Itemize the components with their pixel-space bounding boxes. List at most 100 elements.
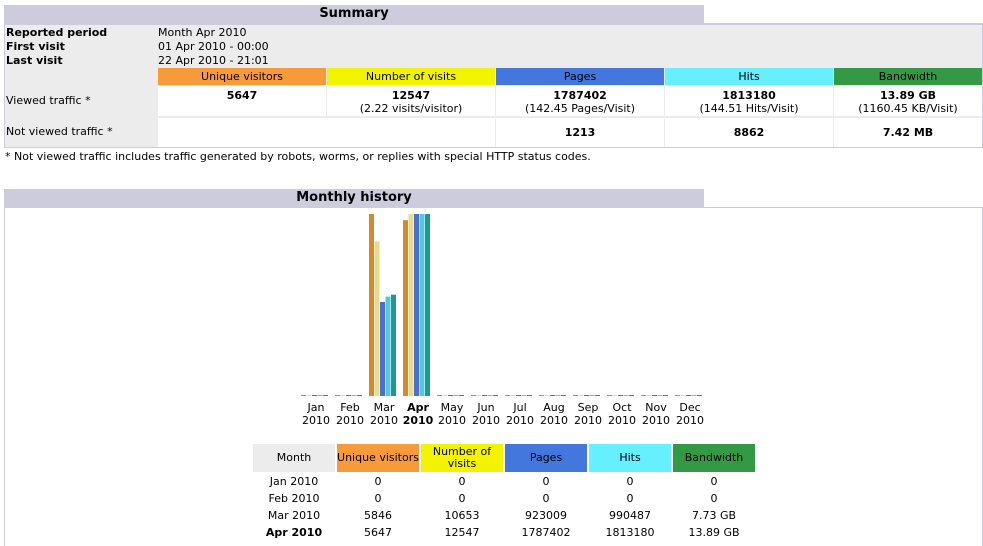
- table-cell-uv: 5647: [364, 526, 392, 539]
- summary-title: Summary: [4, 5, 704, 23]
- month-name: Sep: [577, 401, 599, 414]
- month-label: Feb 2010: [333, 401, 367, 427]
- month-year: 2010: [336, 414, 364, 427]
- month-year: 2010: [540, 414, 568, 427]
- month-label: Dec 2010: [673, 401, 707, 427]
- header-unique-visitors: Unique visitors: [158, 68, 326, 85]
- table-cell-bw: 13.89 GB: [688, 526, 740, 539]
- month-label: Apr 2010: [401, 401, 435, 427]
- month-year: 2010: [370, 414, 398, 427]
- month-name: Jul: [513, 401, 527, 414]
- table-cell-bw: 0: [710, 475, 718, 488]
- table-cell-visits: 10653: [444, 509, 480, 522]
- month-label: Jan 2010: [299, 401, 333, 427]
- viewed-pages-sub: (142.45 Pages/Visit): [524, 102, 636, 115]
- table-cell-hits: 1813180: [605, 526, 655, 539]
- reported-period-value: Month Apr 2010: [158, 26, 247, 39]
- viewed-hits-sub: (144.51 Hits/Visit): [699, 102, 799, 115]
- month-name: Feb: [340, 401, 360, 414]
- table-cell-hits: 0: [626, 475, 634, 488]
- month-label: Jul 2010: [503, 401, 537, 427]
- last-visit-label: Last visit: [6, 54, 63, 67]
- month-year: 2010: [302, 414, 330, 427]
- not-viewed-hits: 8862: [733, 126, 765, 139]
- not-viewed-footnote: * Not viewed traffic includes traffic ge…: [5, 150, 591, 163]
- header-bandwidth: Bandwidth: [834, 68, 982, 85]
- table-cell-visits: 12547: [444, 526, 480, 539]
- month-label: May 2010: [435, 401, 469, 427]
- not-viewed-bandwidth: 7.42 MB: [882, 126, 934, 139]
- table-cell-month: Feb 2010: [268, 492, 320, 505]
- table-cell-visits: 0: [458, 475, 466, 488]
- month-year: 2010: [506, 414, 534, 427]
- table-cell-pages: 0: [542, 492, 550, 505]
- table-header-pages: Pages: [505, 444, 587, 472]
- month-label: Aug 2010: [537, 401, 571, 427]
- monthly-history-rule: [4, 207, 983, 208]
- first-visit-value: 01 Apr 2010 - 00:00: [158, 40, 269, 53]
- viewed-bandwidth: 13.89 GB: [879, 89, 937, 102]
- viewed-bandwidth-cell: 13.89 GB (1160.45 KB/Visit): [834, 86, 982, 116]
- table-header-month: Month: [253, 444, 335, 472]
- table-cell-month: Mar 2010: [267, 509, 321, 522]
- table-cell-month: Jan 2010: [269, 475, 319, 488]
- table-header-unique-visitors: Unique visitors: [337, 444, 419, 472]
- month-name: Apr: [407, 401, 429, 414]
- month-name: May: [440, 401, 464, 414]
- viewed-pages: 1787402: [553, 89, 607, 102]
- not-viewed-pages-cell: 1213: [496, 118, 664, 147]
- month-name: Dec: [679, 401, 701, 414]
- month-name: Nov: [645, 401, 667, 414]
- reported-period-label: Reported period: [6, 26, 108, 39]
- table-cell-hits: 990487: [609, 509, 651, 522]
- table-cell-bw: 7.73 GB: [691, 509, 737, 522]
- month-name: Aug: [543, 401, 565, 414]
- table-cell-month: Apr 2010: [265, 526, 323, 539]
- month-name: Jun: [477, 401, 495, 414]
- viewed-unique-visitors-cell: 5647: [158, 86, 326, 116]
- table-cell-uv: 5846: [364, 509, 392, 522]
- viewed-hits: 1813180: [722, 89, 776, 102]
- header-hits: Hits: [665, 68, 833, 85]
- month-year: 2010: [438, 414, 466, 427]
- not-viewed-traffic-label: Not viewed traffic *: [6, 125, 113, 138]
- month-label: Sep 2010: [571, 401, 605, 427]
- viewed-visits-cell: 12547 (2.22 visits/visitor): [327, 86, 495, 116]
- not-viewed-pages: 1213: [564, 126, 596, 139]
- viewed-visits-sub: (2.22 visits/visitor): [359, 102, 463, 115]
- viewed-hits-cell: 1813180 (144.51 Hits/Visit): [665, 86, 833, 116]
- month-year: 2010: [608, 414, 636, 427]
- first-visit-label: First visit: [6, 40, 65, 53]
- month-label: Jun 2010: [469, 401, 503, 427]
- viewed-traffic-label: Viewed traffic *: [6, 94, 91, 107]
- month-year: 2010: [472, 414, 500, 427]
- month-year: 2010: [676, 414, 704, 427]
- table-header-hits: Hits: [589, 444, 671, 472]
- table-cell-pages: 1787402: [521, 526, 571, 539]
- summary-title-rule: [4, 23, 983, 24]
- table-cell-visits: 0: [458, 492, 466, 505]
- month-name: Jan: [307, 401, 325, 414]
- month-label: Mar 2010: [367, 401, 401, 427]
- not-viewed-bandwidth-cell: 7.42 MB: [834, 118, 982, 147]
- month-year: 2010: [574, 414, 602, 427]
- table-cell-pages: 923009: [525, 509, 567, 522]
- table-header-visits: Number of visits: [421, 444, 503, 472]
- header-pages: Pages: [496, 68, 664, 85]
- table-cell-hits: 0: [626, 492, 634, 505]
- month-label: Oct 2010: [605, 401, 639, 427]
- month-year: 2010: [642, 414, 670, 427]
- table-header-bandwidth: Bandwidth: [673, 444, 755, 472]
- not-viewed-hits-cell: 8862: [665, 118, 833, 147]
- month-year: 2010: [402, 414, 434, 427]
- table-cell-uv: 0: [374, 475, 382, 488]
- month-name: Oct: [612, 401, 632, 414]
- month-name: Mar: [373, 401, 395, 414]
- viewed-unique-visitors: 5647: [226, 89, 258, 102]
- monthly-history-title: Monthly history: [4, 189, 704, 207]
- not-viewed-empty-cell: [158, 118, 495, 147]
- viewed-bandwidth-sub: (1160.45 KB/Visit): [858, 102, 958, 115]
- viewed-pages-cell: 1787402 (142.45 Pages/Visit): [496, 86, 664, 116]
- table-cell-uv: 0: [374, 492, 382, 505]
- month-label: Nov 2010: [639, 401, 673, 427]
